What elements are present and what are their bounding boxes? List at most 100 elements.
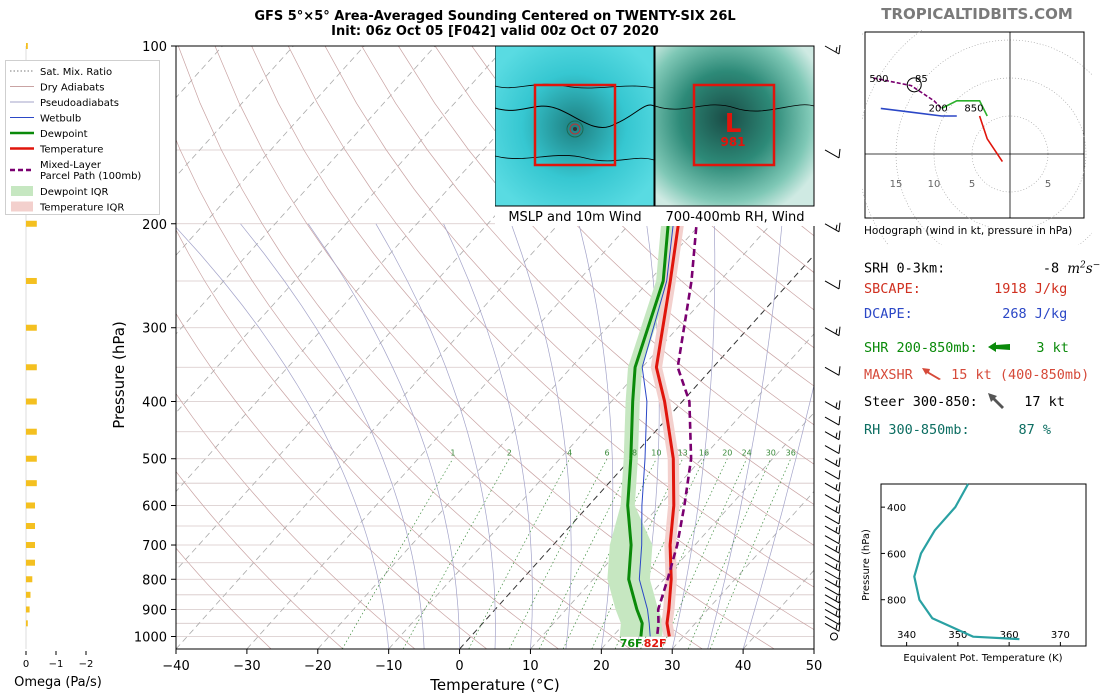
skew-ylabel: Pressure (hPa): [110, 321, 128, 429]
wind-barb: [824, 493, 841, 504]
wind-barb-shaft: [824, 609, 840, 618]
wind-barb-shaft: [824, 494, 840, 504]
legend-swatch: [11, 201, 33, 212]
hodograph-trace: [941, 100, 988, 117]
wind-barb-flag: [838, 493, 841, 503]
hodograph-trace: [880, 107, 957, 117]
isotherm: [176, 46, 719, 649]
hodograph: Hodograph (wind in kt, pressure in hPa) …: [862, 30, 1092, 245]
wind-barb: [824, 615, 841, 625]
dcape-value: 268 J/kg: [1002, 305, 1068, 322]
wind-barb-shaft: [824, 544, 840, 554]
wind-barb: [824, 552, 841, 563]
inset-box-1: [533, 83, 617, 167]
legend-label: Dewpoint: [40, 129, 88, 140]
legend-label: Dewpoint IQR: [40, 187, 109, 198]
wind-barb-flag: [838, 430, 841, 440]
pseudoadiabat: [510, 223, 572, 649]
wind-barb-flag: [838, 400, 841, 410]
isotherm: [176, 46, 578, 493]
legend-item: Sat. Mix. Ratio: [10, 67, 112, 78]
legend-label: Dry Adiabats: [40, 83, 104, 94]
wind-barb-flag: [838, 601, 841, 611]
omega-tick-label: 0: [23, 659, 29, 670]
wind-barb-flag: [835, 624, 838, 630]
legend-item: Temperature IQR: [11, 201, 124, 214]
wind-barb-shaft: [824, 525, 840, 535]
omega-tick-label: −1: [49, 659, 64, 670]
srh-value: -8: [1042, 260, 1060, 277]
omega-bar: [26, 364, 37, 371]
wind-barb: [824, 148, 841, 159]
hodograph-frame: [864, 31, 1085, 219]
hodograph-tick-label: 5: [1045, 179, 1051, 190]
legend-item: Temperature: [10, 145, 103, 156]
wind-barb-shaft: [824, 366, 840, 376]
isotherm: [176, 46, 436, 335]
x-tick-label: 20: [593, 659, 610, 674]
isotherm: [176, 46, 294, 178]
hodograph-tick-label: 10: [928, 179, 941, 190]
omega-xlabel: Omega (Pa/s): [14, 675, 102, 690]
dry-adiabat: [361, 46, 814, 505]
dry-adiabat: [176, 471, 344, 649]
pseudoadiabat: [375, 223, 496, 649]
y-tick-label: 500: [142, 453, 167, 468]
wind-barb: [824, 482, 841, 492]
mixing-ratio-label: 16: [699, 449, 709, 458]
wind-barb-shaft: [824, 149, 840, 159]
wind-barb: [824, 514, 841, 525]
wind-barb-shaft: [824, 223, 840, 233]
dry-adiabat: [434, 46, 814, 426]
pseudoadiabat: [240, 223, 425, 649]
theta-e-y-tick-label: 800: [887, 596, 906, 607]
dcape-row: DCAPE: 268 J/kg: [864, 305, 1068, 322]
mixing-ratio-label: 1: [450, 449, 455, 458]
legend-item: Wetbulb: [10, 114, 81, 125]
x-tick-label: −30: [233, 659, 260, 674]
hodograph-trace: [978, 115, 1004, 163]
dry-adiabat: [214, 46, 775, 649]
wind-barb-shaft: [824, 601, 840, 611]
legend-item: Dewpoint IQR: [11, 186, 109, 198]
wind-barb-shaft: [824, 562, 840, 572]
wind-barb: [824, 601, 841, 611]
wind-barb-shaft: [824, 505, 840, 514]
low-marker: L: [725, 109, 742, 139]
y-tick-label: 600: [142, 499, 167, 514]
legend-label: Mixed-Layer: [40, 160, 102, 171]
surface-temperature-label: 82F: [644, 637, 667, 650]
wind-barb-flag: [838, 470, 841, 480]
wind-barb-shaft: [824, 458, 840, 468]
hodograph-tick-label: 5: [969, 179, 975, 190]
x-tick-label: 10: [522, 659, 539, 674]
omega-bar: [26, 428, 37, 435]
theta-e-x-tick-label: 340: [897, 630, 916, 641]
legend-label: Wetbulb: [40, 114, 81, 125]
wind-barb-shaft: [824, 594, 840, 604]
mixing-ratio-label: 6: [605, 449, 610, 458]
hodograph-annotation: 500: [869, 74, 888, 85]
wind-barb-flag: [838, 543, 841, 554]
y-tick-label: 100: [142, 40, 167, 55]
mixing-ratio-label: 8: [632, 449, 637, 458]
surface-dewpoint-label: 76F: [620, 637, 643, 650]
skew-xlabel: Temperature (°C): [429, 676, 559, 694]
wind-barb-flag: [838, 524, 841, 535]
wind-barb: [824, 44, 841, 55]
steer-row: Steer 300-850: 17 kt: [864, 390, 1100, 414]
low-pressure-value: 981: [720, 135, 745, 149]
theta-e-line: [913, 483, 1020, 641]
wetbulb-line: [638, 46, 730, 637]
legend-item: Pseudoadiabats: [10, 98, 119, 109]
wind-barb-shaft: [824, 445, 840, 455]
wind-barb: [824, 578, 841, 588]
legend-swatch: [11, 186, 33, 196]
wind-barb-flag: [835, 224, 838, 230]
isotherm: [176, 46, 507, 414]
inset-box-2: [692, 83, 776, 167]
dry-adiabat: [508, 46, 814, 349]
wind-barb: [824, 366, 841, 376]
wind-barb: [824, 504, 841, 514]
hodograph-annotation: 200: [929, 103, 948, 114]
